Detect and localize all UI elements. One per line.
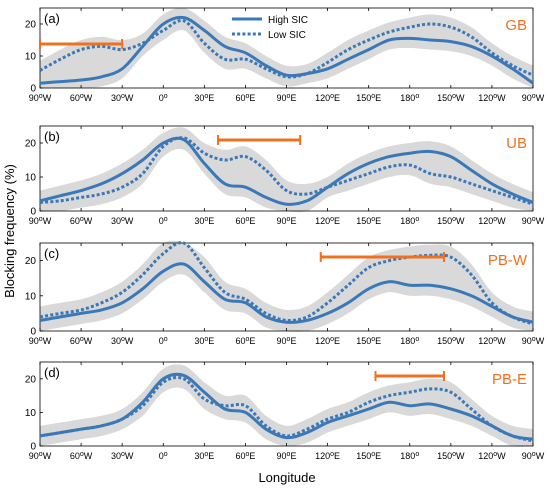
x-tick-label: 0o	[159, 93, 168, 103]
x-tick-label: 90oW	[522, 93, 545, 103]
x-tick-label: 120oW	[478, 451, 506, 461]
y-tick-label: 0	[30, 442, 36, 453]
x-tick-label: 150oE	[356, 216, 381, 226]
x-tick-label: 150oW	[437, 451, 465, 461]
panel-label: (d)	[44, 365, 60, 380]
panel-a: 0 10 20 90oW 60oW 30oW 0o 30oE 60oE 90oE 120oE 150o…	[25, 7, 545, 103]
x-tick-label: 60oE	[235, 451, 255, 461]
series-high-sic-line	[39, 262, 534, 324]
x-tick-label: 30oE	[194, 451, 214, 461]
series-low-sic-line	[39, 375, 534, 443]
chart-panels: 0 10 20 90oW 60oW 30oW 0o 30oE 60oE 90oE 120oE 150o…	[25, 7, 545, 461]
x-tick-label: 30oE	[194, 216, 214, 226]
x-tick-label: 60oE	[235, 336, 255, 346]
panel-b: 0 10 20 90oW 60oW 30oW 0o 30oE 60oE 90oE 120oE 150o…	[25, 125, 545, 226]
region-label: UB	[506, 135, 527, 152]
x-tick-label: 120oE	[315, 216, 340, 226]
series-low-sic-line	[39, 136, 534, 206]
y-tick-label: 0	[30, 327, 36, 338]
x-tick-label: 30oW	[111, 336, 134, 346]
x-tick-label: 60oW	[70, 451, 93, 461]
x-tick-label: 30oE	[194, 336, 214, 346]
x-tick-label: 90oW	[522, 336, 545, 346]
x-tick-label: 120oE	[315, 451, 340, 461]
x-tick-label: 120oW	[478, 216, 506, 226]
x-tick-label: 180o	[400, 93, 419, 103]
region-label: PB-W	[488, 252, 528, 269]
y-tick-label: 10	[25, 408, 37, 419]
x-tick-label: 180o	[400, 216, 419, 226]
y-tick-label: 0	[30, 207, 36, 218]
y-tick-label: 20	[25, 139, 37, 150]
y-tick-label: 10	[25, 52, 37, 63]
x-tick-label: 120oE	[315, 336, 340, 346]
x-tick-label: 90oW	[29, 93, 52, 103]
y-tick-label: 0	[30, 84, 36, 95]
panel-label: (c)	[44, 246, 59, 261]
x-tick-label: 90oE	[277, 93, 297, 103]
x-tick-label: 30oW	[111, 451, 134, 461]
y-tick-label: 10	[25, 173, 37, 184]
x-tick-label: 90oE	[277, 216, 297, 226]
x-tick-label: 90oW	[522, 451, 545, 461]
legend-high-sic-label: High SIC	[268, 15, 308, 26]
x-tick-label: 60oW	[70, 93, 93, 103]
legend-low-sic-label: Low SIC	[268, 30, 306, 41]
x-tick-label: 150oW	[437, 336, 465, 346]
x-tick-label: 90oE	[277, 451, 297, 461]
x-tick-label: 60oE	[235, 93, 255, 103]
y-tick-label: 20	[25, 20, 37, 31]
panel-label: (b)	[44, 129, 60, 144]
x-tick-label: 120oE	[315, 93, 340, 103]
x-tick-label: 90oW	[29, 336, 52, 346]
x-tick-label: 150oE	[356, 451, 381, 461]
x-tick-label: 90oW	[29, 216, 52, 226]
panel-label: (a)	[44, 11, 60, 26]
series-low-sic-line	[39, 18, 534, 79]
x-axis-label: Longitude	[258, 470, 315, 485]
x-tick-label: 60oE	[235, 216, 255, 226]
x-tick-label: 30oE	[194, 93, 214, 103]
panel-d: 0 10 20 90oW 60oW 30oW 0o 30oE 60oE 90oE 120oE 150o…	[25, 361, 545, 461]
y-axis-label: Blocking frequency (%)	[2, 164, 17, 298]
x-tick-label: 0o	[159, 216, 168, 226]
legend: High SIC Low SIC	[232, 15, 308, 41]
region-label: PB-E	[492, 371, 527, 388]
region-label: GB	[505, 17, 527, 34]
x-tick-label: 180o	[400, 336, 419, 346]
y-tick-label: 20	[25, 374, 37, 385]
x-tick-label: 30oW	[111, 216, 134, 226]
x-tick-label: 0o	[159, 451, 168, 461]
x-tick-label: 90oW	[29, 451, 52, 461]
x-tick-label: 60oW	[70, 336, 93, 346]
x-tick-label: 30oW	[111, 93, 134, 103]
series-high-sic-line	[39, 15, 534, 85]
series-low-sic-line	[39, 241, 534, 326]
y-tick-label: 10	[25, 291, 37, 302]
panel-c: 0 10 20 90oW 60oW 30oW 0o 30oE 60oE 90oE 120oE 150o…	[25, 240, 545, 346]
x-tick-label: 150oW	[437, 93, 465, 103]
x-tick-label: 90oW	[522, 216, 545, 226]
x-tick-label: 150oW	[437, 216, 465, 226]
x-tick-label: 120oW	[478, 93, 506, 103]
x-tick-label: 60oW	[70, 216, 93, 226]
y-tick-label: 20	[25, 256, 37, 267]
x-tick-label: 0o	[159, 336, 168, 346]
spread-band	[40, 364, 533, 447]
x-tick-label: 120oW	[478, 336, 506, 346]
spread-band	[40, 240, 533, 332]
x-tick-label: 90oE	[277, 336, 297, 346]
x-tick-label: 150oE	[356, 336, 381, 346]
x-tick-label: 180o	[400, 451, 419, 461]
series-high-sic-line	[39, 136, 534, 206]
x-tick-label: 150oE	[356, 93, 381, 103]
